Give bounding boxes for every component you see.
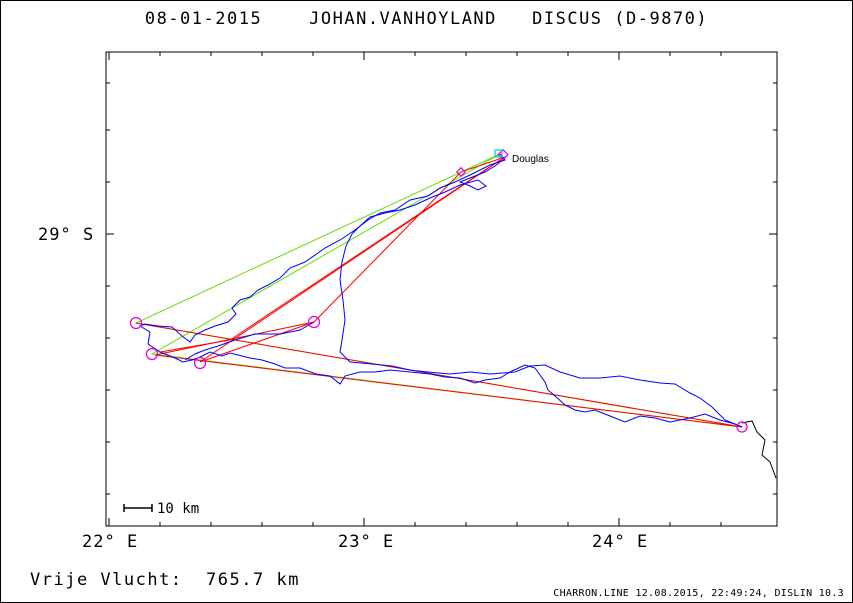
latitude-label: 29° S [38, 225, 95, 245]
distance-label: Vrije Vlucht: [30, 570, 183, 590]
scale-bar [123, 504, 153, 512]
gps-track-connector [184, 321, 315, 361]
turnpoint-legs [135, 156, 743, 428]
pilot-name: JOHAN.VANHOYLAND [309, 9, 497, 29]
scale-label: 10 km [157, 501, 199, 517]
distance-value: 765.7 km [206, 570, 300, 590]
gps-track [138, 153, 743, 428]
turnpoint-marker [145, 347, 159, 361]
place-label-douglas: Douglas [512, 154, 549, 165]
page-title: 08-01-2015 JOHAN.VANHOYLAND DISCUS (D-98… [0, 9, 853, 29]
map-border [105, 51, 778, 527]
longitude-label-22: 22° E [82, 532, 139, 552]
generator-info: CHARRON.LINE 12.08.2015, 22:49:24, DISLI… [553, 588, 844, 599]
turnpoint-marker [307, 315, 321, 329]
province-border [741, 420, 777, 479]
turnpoint-marker [129, 316, 143, 330]
flight-date: 08-01-2015 [144, 9, 263, 29]
glider-name: DISCUS (D-9870) [532, 9, 709, 29]
gps-track-upper [339, 157, 743, 428]
turnpoint-marker [736, 421, 748, 433]
turnpoint-marker [193, 356, 207, 370]
longitude-label-23: 23° E [338, 532, 395, 552]
free-flight-distance: Vrije Vlucht: 765.7 km [30, 570, 300, 590]
longitude-label-24: 24° E [592, 532, 649, 552]
axis-ticks [106, 52, 777, 526]
turnpoint-marker [455, 166, 467, 178]
start-point-marker [494, 149, 503, 158]
